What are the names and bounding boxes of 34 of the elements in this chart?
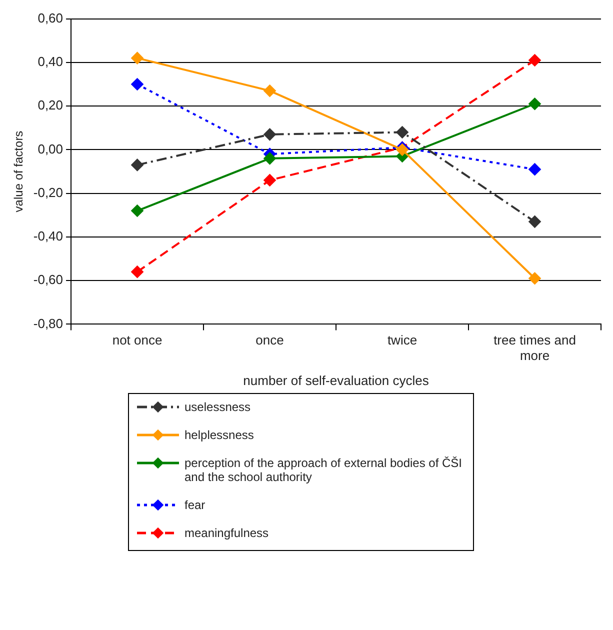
legend-label: uselessness (184, 400, 251, 414)
point (131, 52, 144, 64)
point (528, 54, 541, 66)
point (131, 78, 144, 90)
point (131, 266, 144, 278)
y-tick-label: 0,60 (38, 10, 64, 26)
legend-label: perception of the approach of external bodies of ČŠI and the school authority (184, 456, 464, 484)
point (131, 204, 144, 217)
x-axis-title: number of self-evaluation cycles (243, 372, 430, 388)
x-tick-label: tree times and more (494, 332, 576, 364)
x-tick-label: twice (387, 332, 418, 348)
x-tick-label: not once (112, 332, 162, 348)
legend-label: meaningfulness (184, 526, 269, 540)
point (396, 126, 408, 138)
y-tick-label: -0,20 (33, 184, 64, 200)
point (264, 128, 276, 140)
y-tick-label: -0,40 (33, 228, 64, 244)
point (264, 174, 276, 186)
point (264, 152, 276, 164)
legend-label: helplessness (184, 428, 254, 442)
y-tick-label: 0,40 (38, 54, 64, 70)
legend-label: fear (184, 498, 206, 512)
point (264, 84, 276, 97)
y-tick-label: 0,20 (38, 98, 64, 113)
point (528, 216, 541, 228)
point (528, 272, 541, 284)
point (528, 98, 541, 110)
y-tick-label: -0,60 (33, 272, 64, 288)
point (528, 163, 541, 176)
x-tick-label: once (256, 332, 284, 348)
point (131, 158, 144, 171)
y-tick-label: -0,80 (33, 316, 64, 331)
y-axis-title: value of factors (12, 130, 26, 212)
y-tick-label: 0,00 (38, 141, 64, 156)
